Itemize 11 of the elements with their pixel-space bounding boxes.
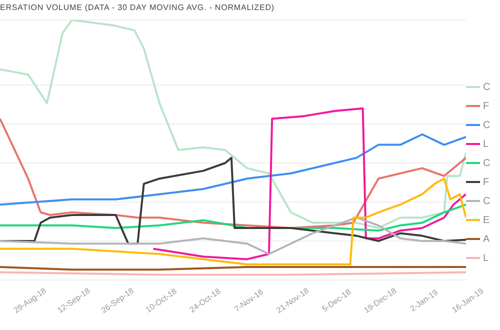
legend-label: E <box>483 214 490 226</box>
legend-label: C <box>483 196 490 206</box>
legend-label: C <box>483 82 490 92</box>
chart-title: ERSATION VOLUME (DATA - 30 DAY MOVING AVG. - NORMALIZED) <box>0 3 274 12</box>
legend-label: F <box>483 100 490 112</box>
legend-label: F <box>483 176 490 188</box>
legend-label: L <box>483 138 489 150</box>
legend-label: L <box>483 252 489 264</box>
legend-label: C <box>483 120 490 130</box>
legend-label: C <box>483 158 490 168</box>
legend-label: A <box>483 234 490 244</box>
